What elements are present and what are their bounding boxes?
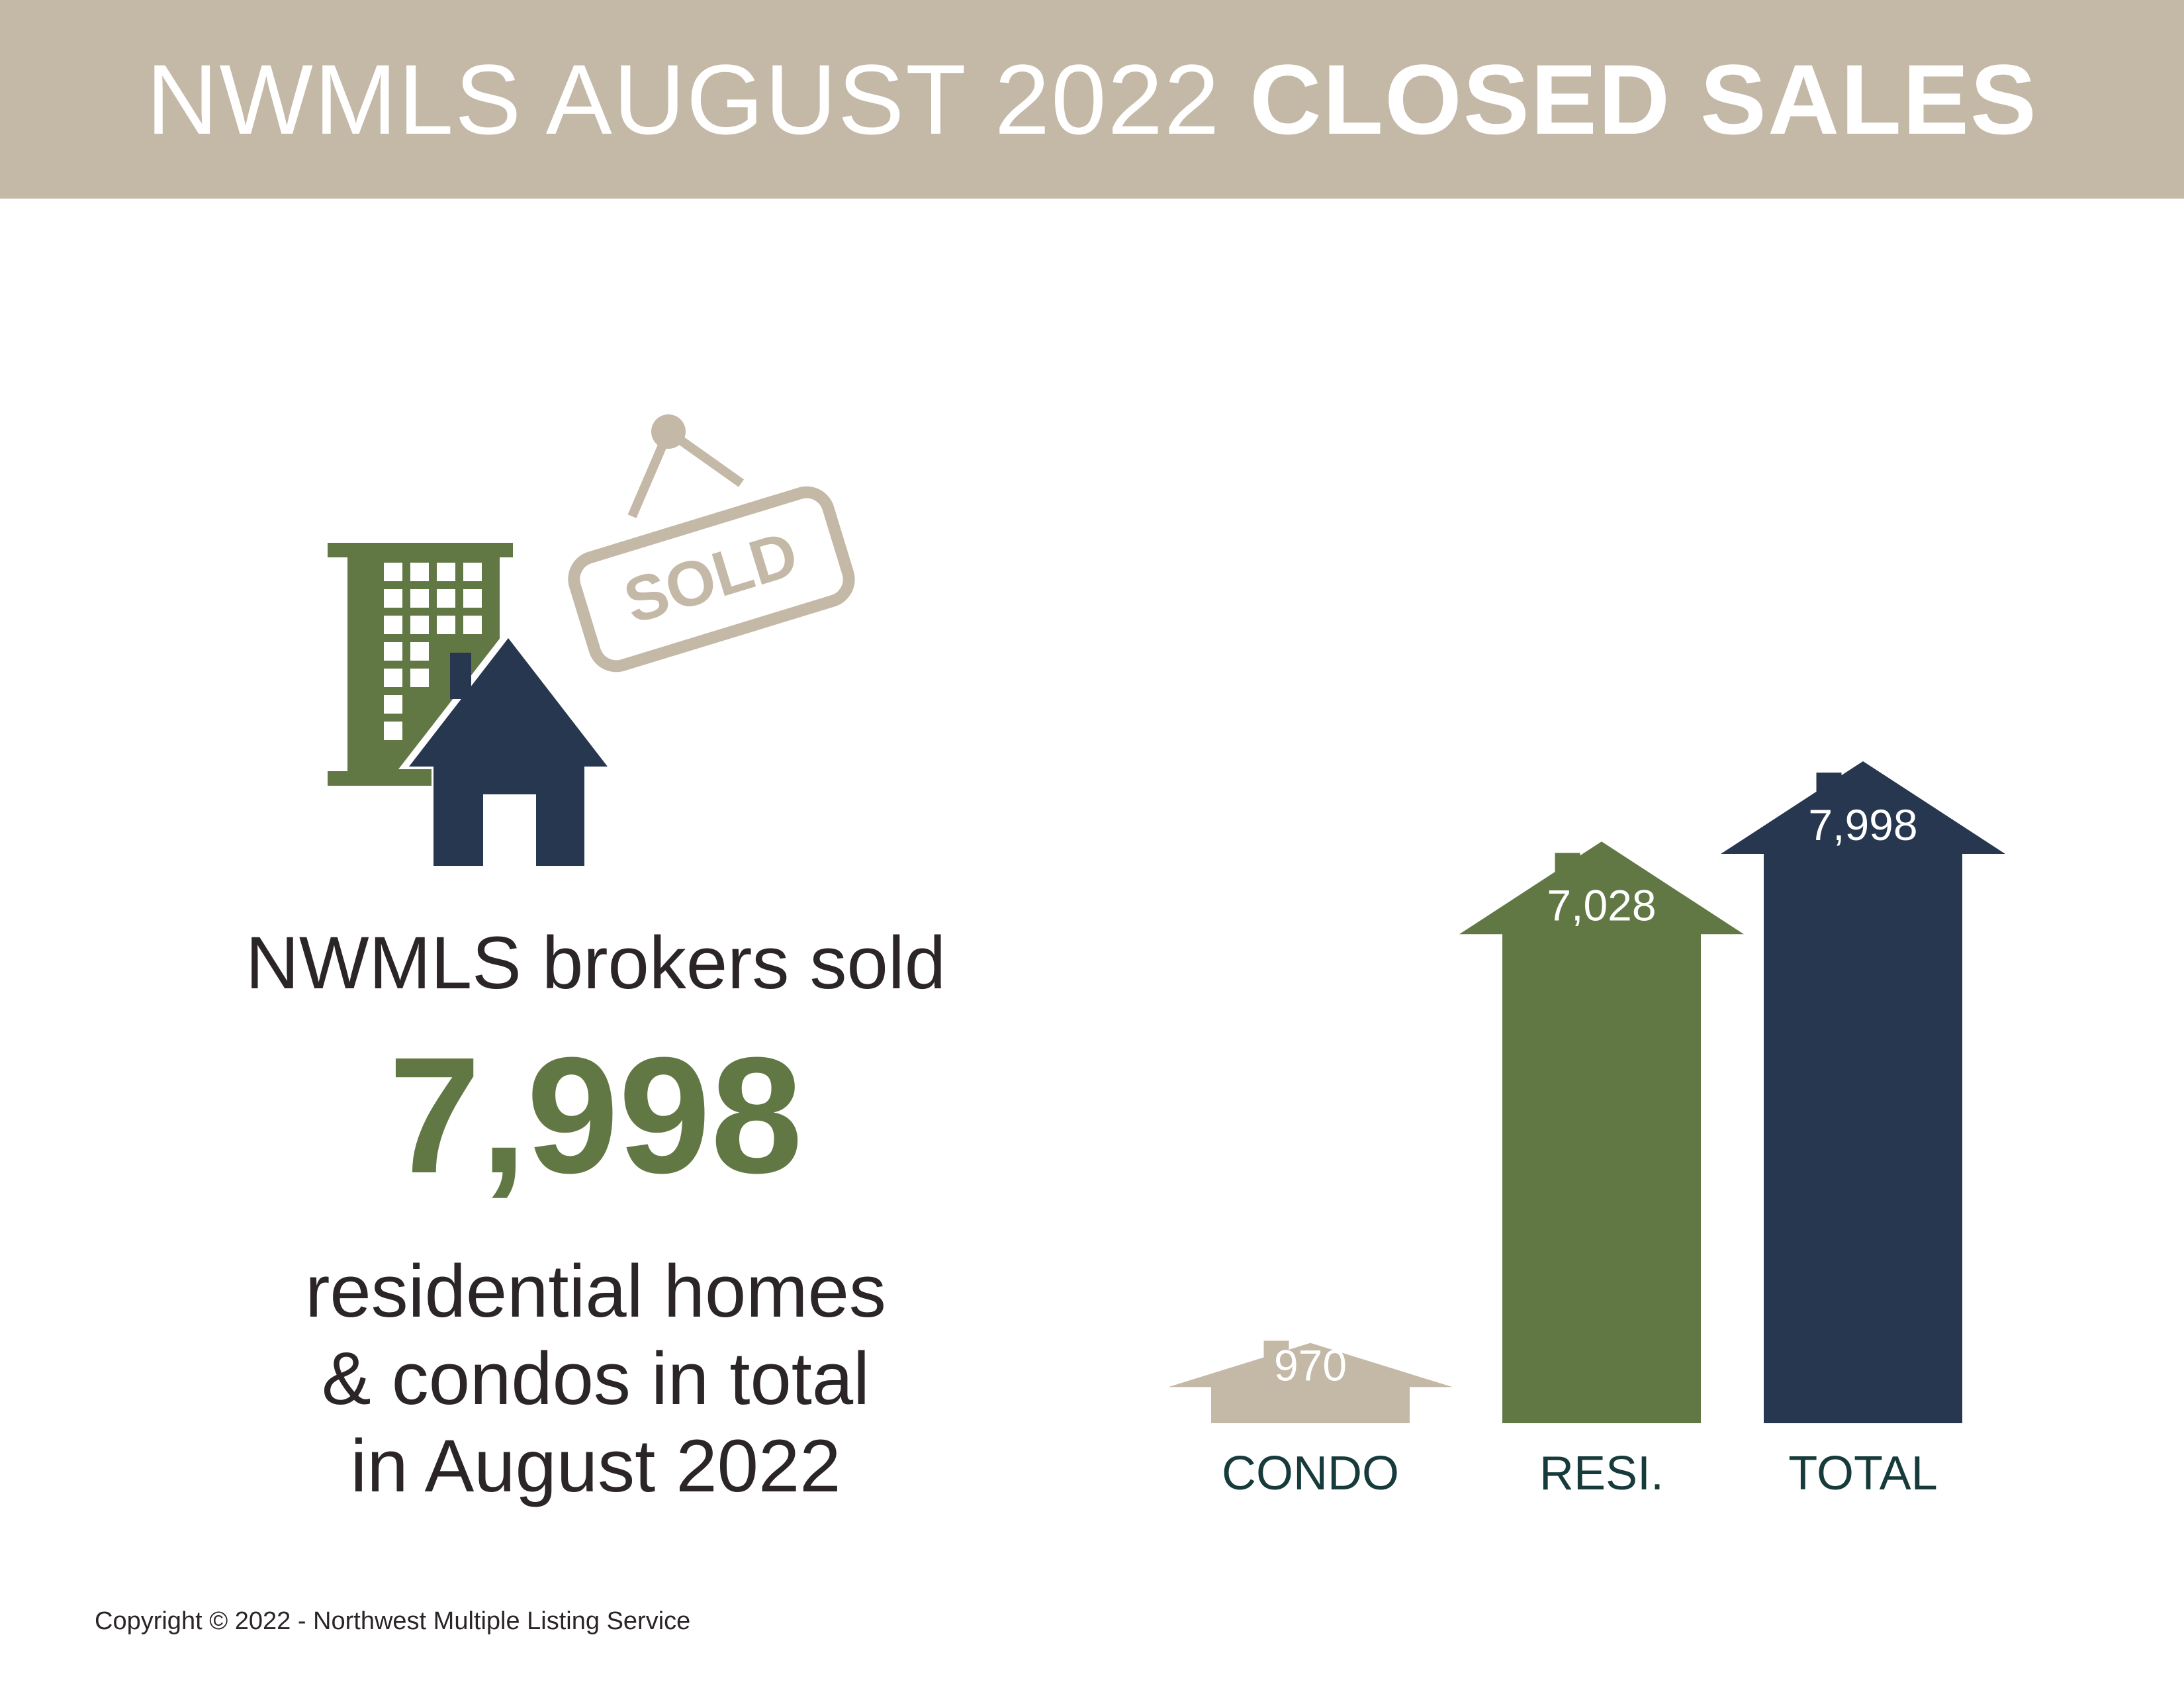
title-bold: CLOSED SALES [1250, 43, 2038, 155]
sold-illustration: SOLD [328, 414, 855, 866]
summary-big-number: 7,998 [388, 1023, 803, 1207]
bar-shape [1459, 841, 1744, 1423]
summary-line-1: residential homes [305, 1250, 886, 1333]
page-title: NWMLS AUGUST 2022 CLOSED SALES [146, 42, 2038, 157]
house-icon [398, 628, 619, 866]
category-label: TOTAL [1788, 1447, 1937, 1500]
bar-total: 7,998 TOTAL [1721, 761, 2005, 1500]
summary-headline: NWMLS brokers sold [245, 921, 946, 1004]
sold-sign-icon: SOLD [568, 414, 855, 673]
bar-condo: 970 CONDO [1168, 1340, 1453, 1500]
bar-resi: 7,028 RESI. [1459, 841, 1744, 1500]
title-light: NWMLS AUGUST 2022 [146, 43, 1221, 155]
category-label: CONDO [1222, 1447, 1399, 1500]
title-band: NWMLS AUGUST 2022 CLOSED SALES [0, 0, 2184, 199]
bar-value-label: 970 [1274, 1340, 1347, 1389]
closed-sales-chart: 970 CONDO 7,028 RESI. 7,998 TOTAL [1168, 761, 2005, 1500]
summary-line-3: in August 2022 [350, 1425, 841, 1507]
summary-description: residential homes & condos in total in A… [132, 1248, 1059, 1510]
category-label: RESI. [1539, 1447, 1664, 1500]
summary-line-2: & condos in total [321, 1337, 870, 1420]
bar-value-label: 7,998 [1808, 800, 1917, 849]
bar-shape [1168, 1342, 1453, 1423]
bar-value-label: 7,028 [1547, 880, 1656, 929]
bar-shape [1721, 761, 2005, 1423]
copyright: Copyright © 2022 - Northwest Multiple Li… [95, 1607, 691, 1635]
